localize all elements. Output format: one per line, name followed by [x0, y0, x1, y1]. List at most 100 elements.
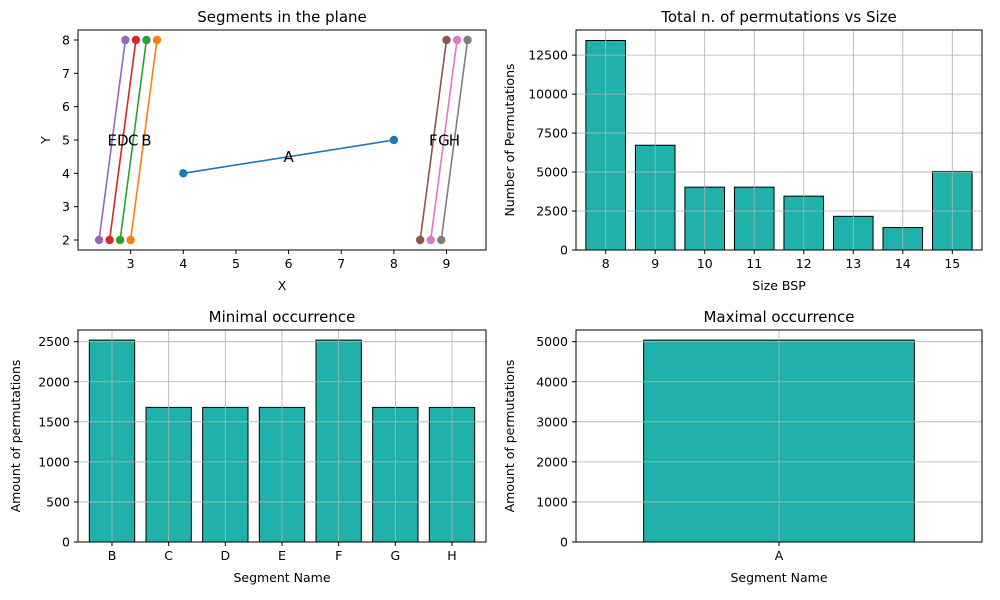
- segment-label: B: [141, 132, 151, 150]
- x-axis-label: X: [278, 278, 287, 293]
- y-tick-label: 7: [62, 66, 70, 81]
- y-tick-label: 1000: [536, 494, 568, 509]
- segment-line: [419, 39, 448, 241]
- axes-frame: [77, 29, 487, 251]
- chart-title: Maximal occurrence: [703, 308, 854, 326]
- segment-line: [98, 39, 127, 241]
- x-tick-label: 15: [944, 256, 960, 271]
- y-tick-label: 2500: [38, 334, 70, 349]
- x-tick-label: H: [447, 548, 456, 563]
- y-tick-label: 4000: [536, 374, 568, 389]
- segment-endpoint: [179, 169, 188, 178]
- x-axis-label: Segment Name: [233, 570, 330, 585]
- y-tick-label: 7500: [536, 126, 568, 141]
- y-tick-label: 5000: [536, 334, 568, 349]
- grid-lines: [78, 330, 486, 543]
- y-tick-label: 10000: [528, 87, 568, 102]
- segment-label: A: [283, 148, 294, 166]
- segment-endpoint: [442, 35, 451, 45]
- x-tick-label: F: [335, 548, 342, 563]
- bar-chart-3: A 0 1000 2000 3000 4000 5000 Maximal occurrence…: [502, 308, 983, 585]
- x-tick-label: 11: [746, 256, 762, 271]
- y-tick-label: 2000: [536, 454, 568, 469]
- segment-label: E: [107, 132, 116, 150]
- segment-c: C: [115, 35, 151, 245]
- segment-line: [429, 39, 458, 241]
- axes-frame: [77, 329, 487, 543]
- segment-line: [108, 39, 137, 241]
- y-tick-label: 3: [62, 199, 70, 214]
- y-tick-label: 0: [62, 535, 70, 550]
- y-tick-label: 4: [62, 166, 70, 181]
- y-tick-label: 2500: [536, 204, 568, 219]
- segment-label: C: [128, 132, 138, 150]
- bar-group: [585, 39, 973, 251]
- segment-endpoint: [415, 235, 425, 245]
- segment-line: [183, 139, 394, 175]
- y-tick-label: 5: [62, 133, 70, 148]
- x-tick-label: 14: [895, 256, 911, 271]
- x-tick-label: D: [221, 548, 231, 563]
- x-tick-label: 7: [337, 256, 345, 271]
- y-axis-label: Amount of permutations: [502, 360, 517, 513]
- bar-chart-1: 8 9 10 11 12 13 14 15 0 2500 5000 7500 10000 12500 Tot…: [502, 8, 983, 293]
- x-tick-label: E: [278, 548, 286, 563]
- y-tick-label: 3000: [536, 414, 568, 429]
- grid-lines: [576, 330, 982, 543]
- x-tick-label: A: [775, 548, 784, 563]
- x-tick-label: 12: [796, 256, 812, 271]
- segment-endpoint: [389, 135, 399, 145]
- axes-frame: [575, 29, 983, 251]
- segment-endpoint: [142, 35, 151, 45]
- x-tick-label: 4: [179, 256, 187, 271]
- x-axis-label: Segment Name: [730, 570, 827, 585]
- segment-endpoint: [131, 35, 141, 45]
- segment-label: G: [438, 132, 450, 150]
- tick-group: A 0 1000 2000 3000 4000 5000: [536, 334, 784, 563]
- bar-chart-2: B C D E F G H 0 500 1000 1500 2000 2500 Minimal occur…: [8, 308, 487, 585]
- segment-line: [129, 39, 158, 241]
- segment-d: D: [105, 35, 141, 245]
- x-axis-label: Size BSP: [752, 278, 806, 293]
- y-tick-label: 8: [62, 33, 70, 48]
- x-tick-label: 10: [697, 256, 713, 271]
- y-tick-label: 500: [46, 494, 70, 509]
- segment-f: F: [415, 35, 451, 245]
- y-tick-label: 1500: [38, 414, 70, 429]
- segment-label: D: [117, 132, 129, 150]
- chart-title: Minimal occurrence: [209, 308, 356, 326]
- x-tick-label: 9: [443, 256, 451, 271]
- x-tick-label: 8: [602, 256, 610, 271]
- tick-group: B C D E F G H 0 500 1000 1500 2000 2500: [38, 334, 457, 563]
- x-tick-label: 6: [285, 256, 293, 271]
- axes-frame: [575, 329, 983, 543]
- segment-h: H: [437, 35, 472, 245]
- x-tick-label: 8: [390, 256, 398, 271]
- x-tick-label: 5: [232, 256, 240, 271]
- y-tick-label: 6: [62, 99, 70, 114]
- tick-group: 3 4 5 6 7 8 9 2 3 4 5 6 7 8: [62, 33, 450, 272]
- x-tick-label: 13: [845, 256, 861, 271]
- x-tick-label: B: [108, 548, 117, 563]
- y-tick-label: 2: [62, 233, 70, 248]
- grid-lines: [576, 30, 982, 251]
- segment-endpoint: [437, 235, 446, 245]
- y-tick-label: 5000: [536, 165, 568, 180]
- segment-endpoint: [152, 35, 162, 45]
- segment-label: H: [449, 132, 460, 150]
- x-tick-label: G: [390, 548, 400, 563]
- y-tick-label: 12500: [528, 48, 568, 63]
- segment-label: F: [429, 132, 438, 150]
- segment-endpoint: [121, 35, 130, 45]
- segment-endpoint: [115, 235, 125, 245]
- segment-endpoint: [126, 235, 135, 245]
- y-axis-label: Amount of permutations: [8, 360, 23, 513]
- chart-title: Total n. of permutations vs Size: [660, 8, 896, 26]
- y-tick-label: 1000: [38, 454, 70, 469]
- segment-e: E: [94, 35, 130, 245]
- segment-b: B: [126, 35, 162, 245]
- segment-endpoint: [463, 35, 472, 45]
- x-tick-label: 3: [127, 256, 135, 271]
